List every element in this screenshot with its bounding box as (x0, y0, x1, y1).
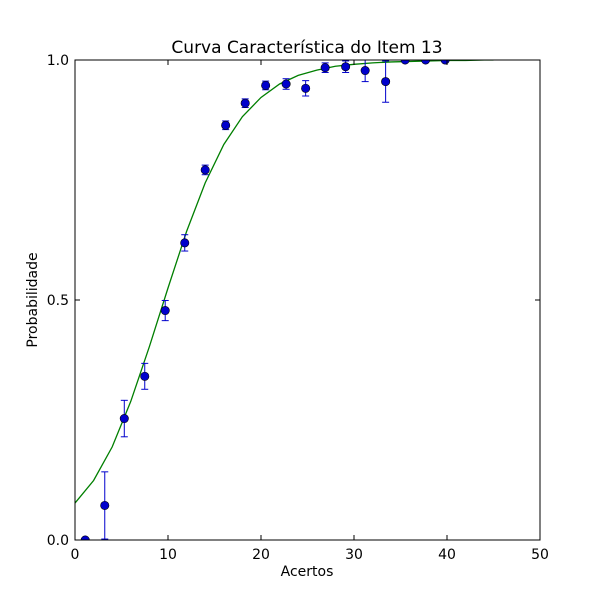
data-point (140, 371, 150, 381)
data-point (180, 238, 190, 248)
data-point (261, 80, 271, 90)
data-point (100, 500, 110, 510)
y-tick-label: 0.5 (47, 293, 69, 309)
y-tick-label: 1.0 (47, 53, 69, 69)
data-point (381, 77, 391, 87)
x-tick-label: 30 (345, 547, 363, 563)
x-tick-label: 20 (252, 547, 270, 563)
data-point (240, 98, 250, 108)
data-point (360, 66, 370, 76)
data-point (119, 414, 129, 424)
y-axis-label: Probabilidade (25, 252, 41, 347)
data-point (281, 79, 291, 89)
x-tick-label: 50 (531, 547, 549, 563)
data-point-group (80, 60, 450, 540)
data-point (400, 60, 410, 65)
x-axis-label: Acertos (281, 564, 334, 580)
axis-ticks: 0 10 20 30 40 50 0.0 0.5 1.0 (47, 53, 549, 563)
y-tick-label: 0.0 (47, 533, 69, 549)
x-tick-label: 40 (438, 547, 456, 563)
fitted-curve-line (75, 60, 494, 504)
data-point (421, 60, 431, 65)
plot-area (75, 60, 494, 540)
chart-title: Curva Característica do Item 13 (171, 38, 442, 58)
data-point (341, 62, 351, 72)
data-point (200, 165, 210, 175)
data-point (301, 83, 311, 93)
data-point (160, 306, 170, 316)
x-tick-label: 10 (159, 547, 177, 563)
data-point (320, 63, 330, 73)
fitted-curve-group (75, 60, 494, 504)
x-tick-label: 0 (71, 547, 80, 563)
data-point (221, 120, 231, 130)
